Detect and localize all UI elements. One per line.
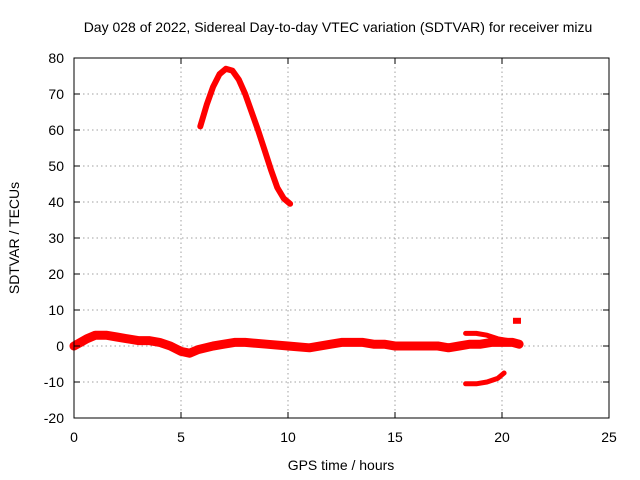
x-axis-label: GPS time / hours <box>288 457 395 473</box>
y-tick-label: -10 <box>44 374 64 390</box>
series-arc-late-upper <box>463 330 522 345</box>
y-tick-label: 60 <box>48 122 64 138</box>
series-arc-late-lower <box>463 370 507 387</box>
y-axis-label: SDTVAR / TECUs <box>6 182 22 294</box>
x-tick-label: 25 <box>601 429 617 445</box>
data-series <box>69 65 524 387</box>
x-tick-label: 20 <box>494 429 510 445</box>
y-tick-label: 80 <box>48 50 64 66</box>
grid-lines <box>74 58 609 418</box>
chart-title: Day 028 of 2022, Sidereal Day-to-day VTE… <box>84 19 593 35</box>
series-arc-peak <box>197 65 294 207</box>
series-arc-main <box>69 330 524 358</box>
y-tick-label: 40 <box>48 194 64 210</box>
axis-ticks: 0 5 10 15 20 25 -20 -10 0 10 20 30 40 50 60 70 80 <box>44 50 617 445</box>
y-tick-label: 20 <box>48 266 64 282</box>
y-tick-label: 0 <box>56 338 64 354</box>
x-tick-label: 15 <box>387 429 403 445</box>
x-tick-label: 5 <box>177 429 185 445</box>
x-tick-label: 0 <box>70 429 78 445</box>
y-tick-label: -20 <box>44 410 64 426</box>
y-tick-label: 30 <box>48 230 64 246</box>
y-tick-label: 50 <box>48 158 64 174</box>
y-tick-label: 10 <box>48 302 64 318</box>
y-tick-label: 70 <box>48 86 64 102</box>
x-tick-label: 10 <box>280 429 296 445</box>
series-point-isolated <box>512 317 521 324</box>
